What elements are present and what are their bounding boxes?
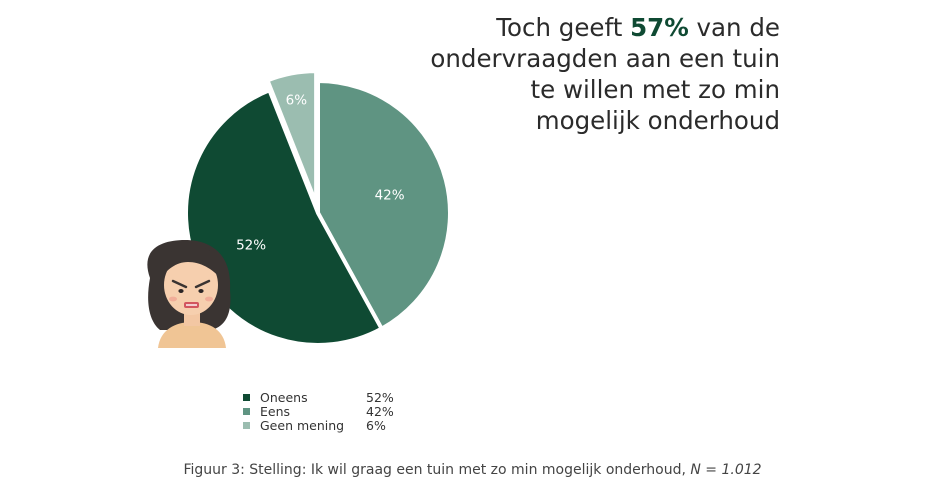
legend-value: 6% <box>366 417 386 433</box>
legend-swatch <box>243 393 250 401</box>
pie-slice-eens <box>316 79 452 331</box>
legend: Oneens 52% Eens 42% Geen mening 6% <box>243 389 394 433</box>
legend-value: 52% <box>366 389 394 405</box>
headline: Toch geeft 57% van de ondervraagden aan … <box>420 12 780 136</box>
pie-data-label: 52% <box>236 237 266 253</box>
headline-text-after: van de ondervraagden aan een tuin te wil… <box>430 13 780 135</box>
caption-sample-size: N = 1.012 <box>690 462 762 478</box>
legend-label: Geen mening <box>260 417 345 433</box>
headline-highlight: 57% <box>630 13 689 42</box>
pie-slice-labels: 42% 52% 6% <box>236 92 405 253</box>
frustrated-woman-icon <box>147 240 231 348</box>
legend-swatch <box>243 421 250 429</box>
figure-caption: Figuur 3: Stelling: Ik wil graag een tui… <box>0 462 945 478</box>
pie-slice-geen-mening <box>265 69 319 206</box>
headline-text-before: Toch geeft <box>496 13 631 42</box>
legend-label: Oneens <box>260 389 308 405</box>
pie-data-label: 42% <box>375 188 405 204</box>
pie-data-label: 6% <box>286 92 308 108</box>
caption-text: Figuur 3: Stelling: Ik wil graag een tui… <box>183 462 691 478</box>
legend-swatch <box>243 407 250 415</box>
legend-label: Eens <box>260 403 291 419</box>
legend-item: Geen mening 6% <box>243 417 394 433</box>
legend-item: Oneens 52% <box>243 389 394 405</box>
legend-item: Eens 42% <box>243 403 394 419</box>
legend-value: 42% <box>366 403 394 419</box>
pie-slices <box>184 69 452 347</box>
